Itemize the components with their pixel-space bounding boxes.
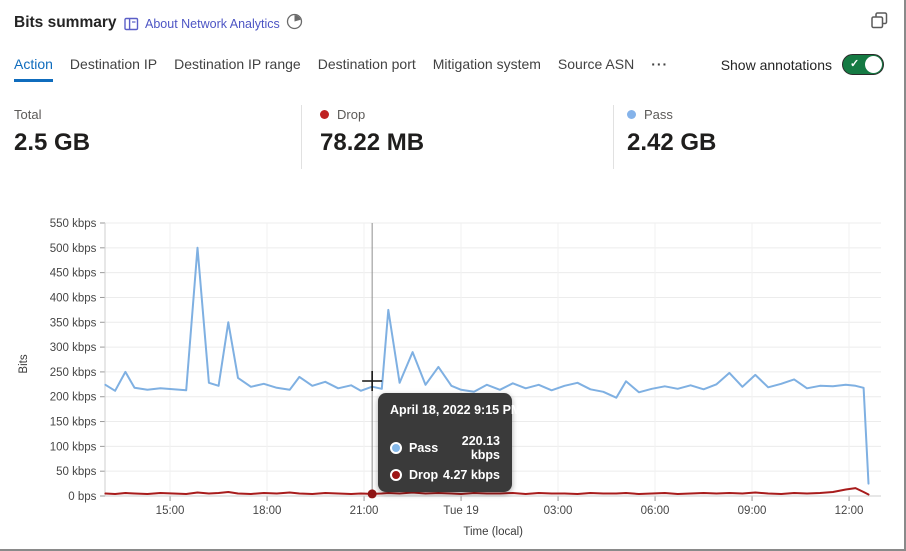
card-divider bbox=[301, 105, 302, 169]
tab-action[interactable]: Action bbox=[14, 56, 53, 82]
dimension-tabs: Action Destination IP Destination IP ran… bbox=[14, 56, 668, 82]
x-tick-label: 18:00 bbox=[253, 505, 282, 517]
tab-mitigation-system[interactable]: Mitigation system bbox=[432, 56, 541, 72]
drop-legend-dot bbox=[320, 110, 329, 119]
x-tick-label: 15:00 bbox=[156, 505, 185, 517]
x-axis-title: Time (local) bbox=[463, 526, 523, 538]
x-tick-label: 09:00 bbox=[738, 505, 767, 517]
x-tick-label: 12:00 bbox=[835, 505, 864, 517]
drop-series-dot-icon bbox=[390, 469, 402, 481]
book-icon bbox=[124, 17, 139, 31]
total-card: Total 2.5 GB bbox=[14, 107, 90, 157]
page-title: Bits summary bbox=[14, 14, 117, 31]
about-network-analytics-link[interactable]: About Network Analytics bbox=[124, 17, 280, 31]
tab-destination-port[interactable]: Destination port bbox=[317, 56, 416, 72]
y-tick-label: 150 kbps bbox=[50, 417, 97, 429]
show-annotations-control: Show annotations ✓ bbox=[721, 54, 884, 75]
y-tick-label: 200 kbps bbox=[50, 392, 97, 404]
tab-source-asn[interactable]: Source ASN bbox=[557, 56, 635, 72]
tooltip-drop-label: Drop bbox=[409, 468, 439, 482]
x-tick-label: Tue 19 bbox=[443, 505, 478, 517]
time-history-icon[interactable] bbox=[286, 13, 303, 35]
y-tick-label: 350 kbps bbox=[50, 317, 97, 329]
restore-window-icon[interactable] bbox=[870, 11, 889, 35]
drop-card: Drop 78.22 MB bbox=[320, 107, 424, 157]
y-tick-label: 300 kbps bbox=[50, 342, 97, 354]
pass-line bbox=[104, 246, 870, 485]
card-divider bbox=[613, 105, 614, 169]
y-tick-label: 50 kbps bbox=[56, 466, 97, 478]
tooltip-drop-value: 4.27 kbps bbox=[443, 468, 500, 482]
tabs-overflow-button[interactable]: ··· bbox=[651, 56, 669, 72]
chart-tooltip: April 18, 2022 9:15 PM Pass 220.13 kbps … bbox=[378, 393, 522, 492]
pass-card: Pass 2.42 GB bbox=[627, 107, 716, 157]
y-axis-title: Bits bbox=[18, 354, 30, 373]
pass-series-dot-icon bbox=[390, 442, 402, 454]
total-card-value: 2.5 GB bbox=[14, 129, 91, 156]
y-tick-label: 400 kbps bbox=[50, 292, 97, 304]
show-annotations-label: Show annotations bbox=[720, 56, 832, 73]
tooltip-timestamp: April 18, 2022 9:15 PM bbox=[390, 403, 522, 417]
pass-legend-dot bbox=[627, 110, 636, 119]
toggle-knob[interactable] bbox=[865, 56, 882, 73]
y-tick-label: 100 kbps bbox=[50, 441, 97, 453]
drop-highlight-marker bbox=[367, 489, 377, 499]
tab-destination-ip-range[interactable]: Destination IP range bbox=[174, 56, 301, 72]
tooltip-pass-value: 220.13 kbps bbox=[461, 434, 500, 462]
tooltip-pass-row: Pass 220.13 kbps bbox=[390, 434, 500, 462]
x-tick-label: 06:00 bbox=[641, 505, 670, 517]
y-tick-label: 0 bps bbox=[68, 491, 96, 503]
about-link-label: About Network Analytics bbox=[145, 17, 280, 31]
check-icon: ✓ bbox=[850, 58, 860, 70]
y-tick-label: 550 kbps bbox=[50, 218, 97, 230]
tab-destination-ip[interactable]: Destination IP bbox=[69, 56, 158, 72]
pass-card-label: Pass bbox=[644, 107, 673, 122]
x-tick-label: 03:00 bbox=[544, 505, 573, 517]
tooltip-drop-row: Drop 4.27 kbps bbox=[390, 468, 500, 482]
drop-card-label: Drop bbox=[337, 107, 366, 122]
y-tick-label: 500 kbps bbox=[50, 243, 97, 255]
tooltip-pass-label: Pass bbox=[409, 441, 439, 455]
y-tick-label: 250 kbps bbox=[50, 367, 97, 379]
drop-line bbox=[104, 487, 870, 496]
pass-card-value: 2.42 GB bbox=[627, 129, 717, 156]
drop-card-value: 78.22 MB bbox=[320, 129, 425, 156]
y-tick-label: 450 kbps bbox=[50, 268, 97, 280]
x-tick-label: 21:00 bbox=[350, 505, 379, 517]
total-card-label: Total bbox=[14, 107, 42, 122]
show-annotations-toggle[interactable]: ✓ bbox=[842, 54, 884, 75]
